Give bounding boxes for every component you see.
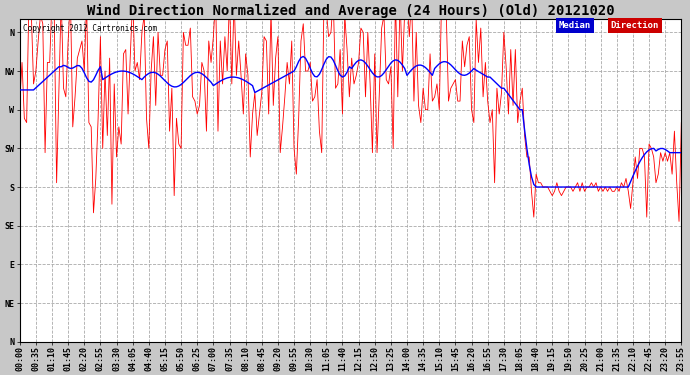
- Title: Wind Direction Normalized and Average (24 Hours) (Old) 20121020: Wind Direction Normalized and Average (2…: [87, 4, 614, 18]
- Text: Direction: Direction: [611, 21, 659, 30]
- Text: Median: Median: [559, 21, 591, 30]
- Text: Copyright 2012 Cartronics.com: Copyright 2012 Cartronics.com: [23, 24, 157, 33]
